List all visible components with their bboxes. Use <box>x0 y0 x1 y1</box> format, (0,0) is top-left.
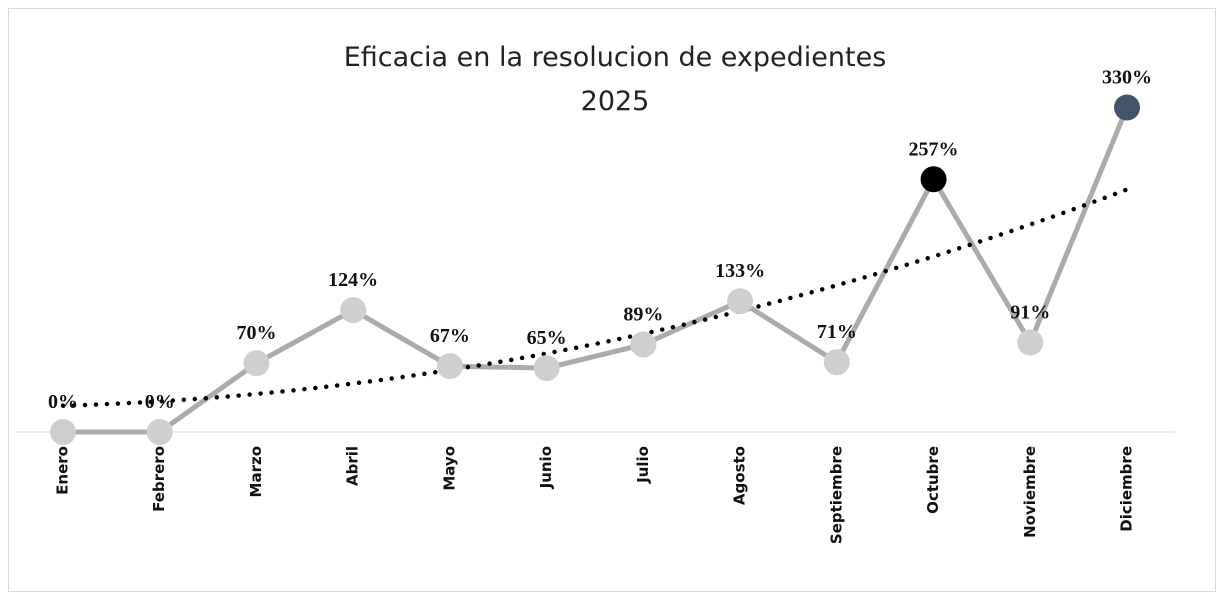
data-label: 70% <box>236 322 276 344</box>
trendline <box>60 187 1130 408</box>
data-point <box>920 166 947 193</box>
data-point <box>630 331 657 358</box>
x-tick-label: Junio <box>537 446 555 489</box>
x-tick-label: Mayo <box>440 446 458 491</box>
x-tick-label: Enero <box>54 446 72 495</box>
data-point <box>340 297 367 324</box>
data-point <box>1114 94 1140 121</box>
series-line <box>63 106 1130 435</box>
data-point <box>146 419 173 445</box>
data-point <box>243 350 270 377</box>
data-label: 91% <box>1010 302 1050 324</box>
x-tick-label: Diciembre <box>1118 446 1136 532</box>
data-label: 71% <box>817 321 857 343</box>
chart-border <box>8 8 1216 592</box>
x-tick-label: Abril <box>344 446 362 486</box>
chart-title: Eficacia en la resolucion de expedientes <box>344 42 887 73</box>
data-point <box>50 419 76 445</box>
x-tick-label: Octubre <box>924 446 942 514</box>
x-tick-label: Agosto <box>731 446 749 505</box>
data-point <box>533 355 560 382</box>
x-tick-label: Septiembre <box>827 446 845 544</box>
x-tick-label: Febrero <box>150 446 168 512</box>
x-tick-label: Noviembre <box>1021 446 1039 538</box>
x-tick-label: Marzo <box>247 446 265 497</box>
data-label: 67% <box>430 325 470 347</box>
x-tick-label: Julio <box>634 446 652 484</box>
data-label: 0% <box>48 391 78 413</box>
chart-title: 2025 <box>581 86 650 117</box>
data-label: 133% <box>715 260 765 282</box>
data-point <box>436 353 463 380</box>
data-label: 0% <box>145 391 175 413</box>
data-label: 89% <box>623 303 663 325</box>
data-label: 124% <box>328 269 378 291</box>
data-label: 65% <box>527 327 567 349</box>
data-label: 257% <box>909 138 959 160</box>
data-point <box>727 288 754 315</box>
data-label: 330% <box>1102 67 1152 89</box>
data-point <box>1017 329 1044 356</box>
data-point <box>823 349 850 376</box>
